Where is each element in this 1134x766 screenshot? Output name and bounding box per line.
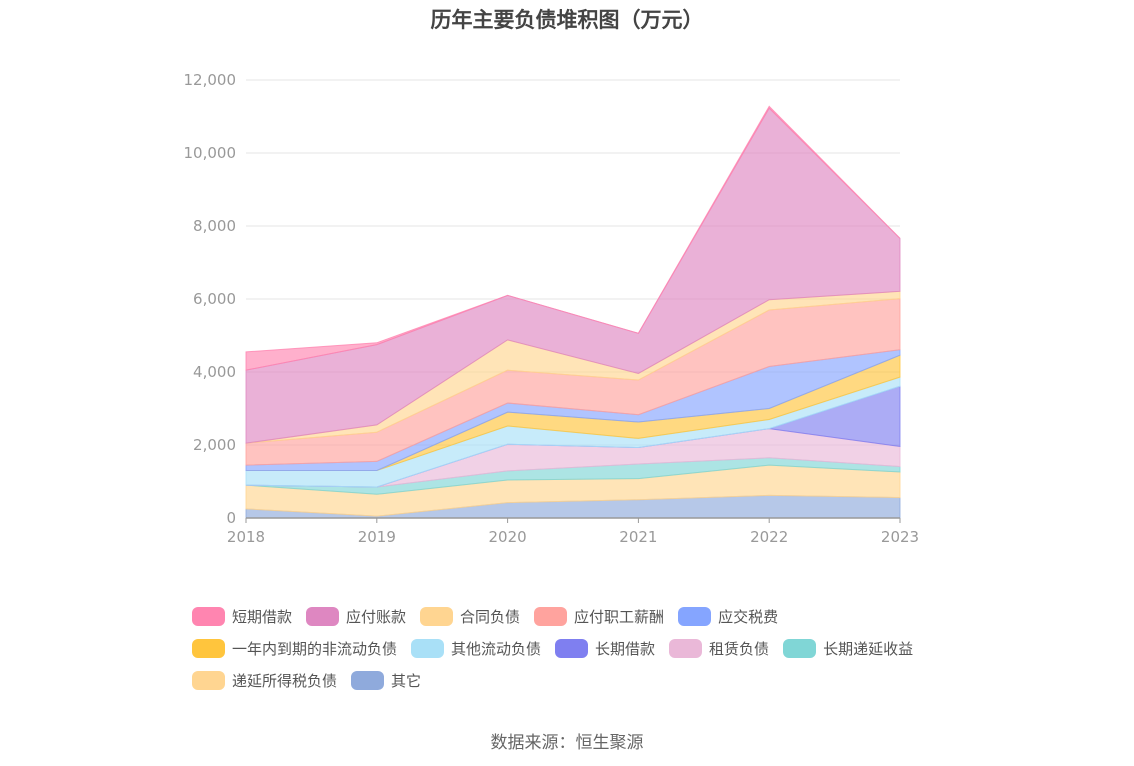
legend-swatch [783,638,817,658]
legend-swatch [192,638,225,658]
legend-label: 长期递延收益 [823,639,914,658]
legend-item[interactable]: 其他流动负债 [411,638,541,659]
legend-swatch [192,670,225,690]
legend-label: 短期借款 [232,607,293,626]
legend-swatch [534,606,568,626]
legend: 短期借款 应付账款 合同负债 应付职工薪酬 应交税费一年内到期的非流动负债 其他流动负债 长… [192,600,972,696]
legend-swatch [306,606,340,626]
chart-title: 历年主要负债堆积图（万元） [430,8,704,32]
legend-item[interactable]: 一年内到期的非流动负债 [192,638,397,659]
legend-label: 应付账款 [346,607,407,626]
legend-item[interactable]: 应付职工薪酬 [534,606,664,627]
legend-label: 合同负债 [460,607,521,626]
legend-swatch [351,670,385,690]
legend-item[interactable]: 应交税费 [678,606,778,627]
legend-row: 短期借款 应付账款 合同负债 应付职工薪酬 应交税费 [192,600,972,632]
legend-label: 其它 [391,671,422,690]
x-tick-label: 2021 [619,528,657,546]
x-tick-label: 2019 [358,528,396,546]
legend-item[interactable]: 租赁负债 [669,638,769,659]
legend-swatch [678,606,712,626]
legend-item[interactable]: 其它 [351,670,421,691]
legend-label: 递延所得税负债 [232,671,338,690]
axes: 0 2,000 4,000 6,000 8,000 10,000 12,000 2018 201… [184,71,920,546]
legend-row: 一年内到期的非流动负债 其他流动负债 长期借款 租赁负债 长期递延收益 [192,632,972,664]
legend-swatch [669,638,703,658]
legend-label: 其他流动负债 [451,639,542,658]
y-tick-label: 10,000 [184,144,237,162]
y-tick-label: 2,000 [193,436,236,454]
legend-swatch [555,638,589,658]
legend-swatch [411,638,445,658]
legend-swatch [420,606,454,626]
legend-label: 应付职工薪酬 [574,607,665,626]
legend-label: 长期借款 [595,639,656,658]
legend-item[interactable]: 递延所得税负债 [192,670,337,691]
legend-label: 应交税费 [718,607,779,626]
legend-row: 递延所得税负债 其它 [192,664,972,696]
y-tick-label: 4,000 [193,363,236,381]
legend-label: 租赁负债 [709,639,770,658]
legend-swatch [192,606,225,626]
data-source-note: 数据来源：恒生聚源 [490,733,644,753]
x-tick-label: 2020 [489,528,527,546]
x-tick-label: 2023 [881,528,919,546]
legend-item[interactable]: 短期借款 [192,606,292,627]
x-tick-label: 2022 [750,528,788,546]
legend-item[interactable]: 应付账款 [306,606,406,627]
y-tick-label: 8,000 [193,217,236,235]
legend-item[interactable]: 长期递延收益 [783,638,913,659]
legend-item[interactable]: 合同负债 [420,606,520,627]
y-tick-label: 12,000 [184,71,237,89]
area-series-短期借款 [245,105,901,371]
stacked-area-chart: 0 2,000 4,000 6,000 8,000 10,000 12,000 2018 201… [184,71,920,546]
x-tick-label: 2018 [227,528,265,546]
y-tick-label: 6,000 [193,290,236,308]
legend-label: 一年内到期的非流动负债 [232,639,398,658]
y-tick-label: 0 [226,509,236,527]
area-series-layer [245,105,901,519]
legend-item[interactable]: 长期借款 [555,638,655,659]
